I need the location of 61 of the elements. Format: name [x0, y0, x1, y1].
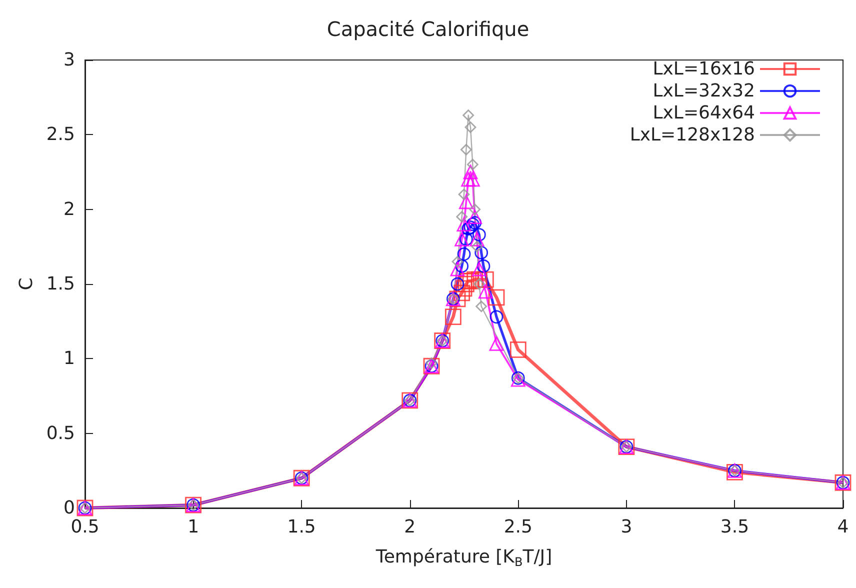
point	[488, 289, 505, 306]
point	[460, 144, 472, 156]
point	[463, 164, 478, 180]
point	[466, 158, 478, 170]
y-tick-label: 2.5	[46, 124, 75, 146]
point	[455, 259, 469, 273]
point	[454, 232, 470, 246]
point	[452, 256, 464, 268]
point	[469, 204, 481, 216]
y-tick-label: 1	[64, 348, 75, 370]
point	[472, 262, 486, 276]
chart-title: Capacité Calorifique	[326, 17, 530, 41]
point	[466, 271, 484, 288]
y-tick-label: 2	[64, 198, 75, 220]
y-tick-label: 0	[64, 498, 75, 518]
point	[462, 110, 474, 121]
point	[449, 290, 466, 308]
x-tick-label: 2.5	[504, 516, 532, 538]
legend-label: LxL=128x128	[630, 124, 755, 146]
point	[468, 216, 482, 230]
legend-label: LxL=64x64	[652, 102, 755, 124]
point	[478, 284, 493, 299]
point	[450, 277, 464, 291]
y-tick-label: 0.5	[46, 422, 75, 444]
y-tick-label: 3	[64, 50, 75, 70]
legend-label: LxL=16x16	[652, 58, 755, 80]
point	[476, 259, 490, 273]
x-tick-label: 3	[620, 516, 632, 538]
point	[457, 247, 471, 261]
point	[461, 172, 476, 187]
point	[456, 211, 468, 222]
point	[444, 308, 462, 326]
point	[472, 228, 486, 242]
x-tick-label: 3.5	[720, 516, 750, 538]
x-tick-label: 4	[837, 516, 849, 538]
point	[458, 188, 470, 200]
point	[464, 122, 476, 133]
point	[510, 342, 526, 358]
point	[458, 194, 474, 210]
point	[465, 172, 480, 187]
legend-label: LxL=32x32	[652, 80, 755, 102]
point	[466, 218, 480, 231]
x-tick-label: 1.5	[287, 516, 316, 538]
point	[456, 280, 472, 297]
point	[471, 240, 483, 252]
point	[474, 246, 488, 260]
point	[459, 232, 473, 246]
point	[458, 276, 474, 292]
point	[468, 210, 482, 224]
point	[476, 300, 488, 312]
y-axis-title: C	[16, 278, 37, 290]
point	[454, 284, 470, 302]
point	[490, 310, 504, 324]
point	[450, 262, 465, 276]
x-tick-label: 1	[188, 516, 200, 538]
point	[470, 232, 484, 246]
y-tick-label: 1.5	[46, 274, 75, 294]
point	[489, 336, 504, 351]
point	[477, 271, 494, 288]
point	[456, 217, 472, 232]
x-tick-label: 2	[404, 516, 416, 538]
